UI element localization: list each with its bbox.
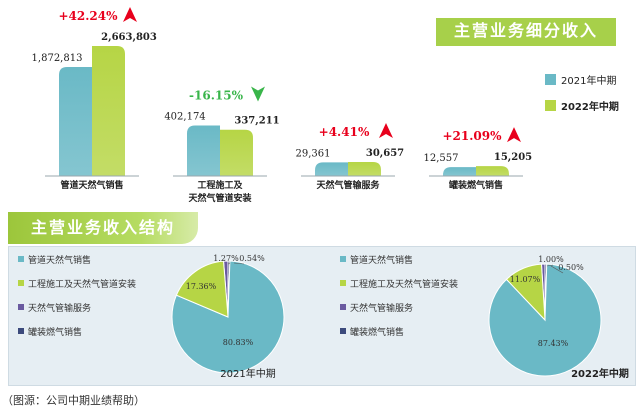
pie-legend-swatch <box>18 256 24 262</box>
bar-value-label: 2,663,803 <box>101 32 157 43</box>
change-label: +21.09% <box>442 129 502 143</box>
pie-legend-swatch <box>18 280 24 286</box>
pie-leader-line <box>233 262 245 265</box>
pie-legend-label: 罐装燃气销售 <box>350 326 404 338</box>
bar-value-label: 15,205 <box>494 152 532 163</box>
bar-2021 <box>315 162 348 176</box>
arrow-up-icon <box>507 127 521 143</box>
pie-legend-label: 天然气管输服务 <box>350 302 413 314</box>
category-label: 天然气管输服务 <box>316 179 380 191</box>
bar-value-label: 402,174 <box>164 111 205 122</box>
legend-swatch <box>545 74 556 85</box>
bar-value-label: 337,211 <box>234 116 279 127</box>
legend-label: 2022年中期 <box>561 100 619 113</box>
bar-2022 <box>220 129 253 176</box>
pie-value-label: 0.50% <box>558 263 584 272</box>
pie-leader-line <box>550 265 564 274</box>
bar-2022 <box>92 46 125 176</box>
pie-title: 2021年中期 <box>220 367 275 380</box>
arrow-up-icon <box>379 123 393 139</box>
arrow-up-icon <box>123 7 137 22</box>
pie-slice <box>175 260 229 318</box>
arrow-down-icon <box>251 86 265 102</box>
pie-value-label: 11.07% <box>510 275 541 284</box>
pie-leader-line <box>227 262 231 265</box>
pie-legend-label: 工程施工及天然气管道安装 <box>28 278 136 290</box>
bar-2022 <box>348 162 381 176</box>
pie-value-label: 87.43% <box>538 339 569 348</box>
pie-value-label: 1.00% <box>538 255 564 264</box>
change-label: +42.24% <box>58 9 118 23</box>
bar-value-label: 29,361 <box>296 148 331 159</box>
pie-legend-label: 天然气管输服务 <box>28 302 91 314</box>
pie-value-label: 17.36% <box>186 282 217 291</box>
pie-value-label: 1.27% <box>213 254 239 263</box>
bar-chart-title: 主营业务细分收入 <box>436 18 616 46</box>
legend-label: 2021年中期 <box>561 74 616 87</box>
pie-chart-title: 主营业务收入结构 <box>8 212 198 244</box>
bar-2021 <box>59 66 92 176</box>
category-label: 天然气管道安装 <box>188 192 252 204</box>
bar-2022 <box>476 166 509 176</box>
pie-value-label: 0.54% <box>239 254 265 263</box>
pie-legend-swatch <box>18 304 24 310</box>
change-label: +4.41% <box>319 125 370 139</box>
pie-legend-label: 管道天然气销售 <box>28 254 91 266</box>
category-label: 罐装燃气销售 <box>448 179 503 191</box>
bar-2021 <box>443 167 476 176</box>
bar-value-label: 12,557 <box>424 153 459 164</box>
pie-legend-swatch <box>340 256 346 262</box>
category-label: 工程施工及 <box>197 179 243 191</box>
bar-value-label: 1,872,813 <box>32 53 83 64</box>
pie-legend-swatch <box>340 328 346 334</box>
pie-title: 2022年中期 <box>571 367 629 380</box>
pie-legend-swatch <box>340 280 346 286</box>
pie-leader-line <box>546 264 554 267</box>
legend-swatch <box>545 100 556 111</box>
pie-legend-swatch <box>340 304 346 310</box>
category-label: 管道天然气销售 <box>60 179 123 191</box>
pie-legend-swatch <box>18 328 24 334</box>
bar-value-label: 30,657 <box>366 148 404 159</box>
bar-2021 <box>187 125 220 176</box>
image-caption: （图源：公司中期业绩帮助） <box>2 394 145 407</box>
pie-legend-label: 管道天然气销售 <box>350 254 413 266</box>
pie-legend-label: 罐装燃气销售 <box>28 326 82 338</box>
pie-value-label: 80.83% <box>223 338 254 347</box>
pie-legend-label: 工程施工及天然气管道安装 <box>350 278 458 290</box>
change-label: -16.15% <box>189 88 244 102</box>
pie-slice <box>505 263 546 322</box>
